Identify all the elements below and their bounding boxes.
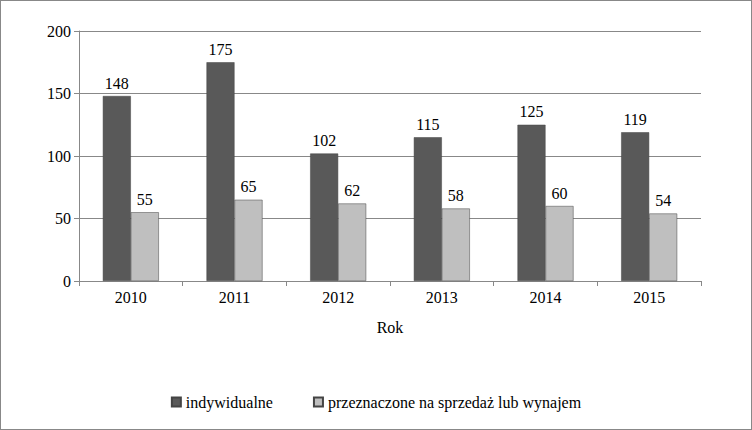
svg-text:przeznaczone na sprzedaż lub w: przeznaczone na sprzedaż lub wynajem (328, 394, 582, 412)
svg-text:175: 175 (209, 41, 233, 58)
svg-text:119: 119 (623, 111, 646, 128)
svg-text:2012: 2012 (322, 289, 354, 306)
svg-text:200: 200 (47, 23, 71, 40)
svg-text:0: 0 (63, 273, 71, 290)
svg-text:60: 60 (552, 185, 568, 202)
svg-text:50: 50 (55, 210, 71, 227)
svg-text:2015: 2015 (633, 289, 665, 306)
svg-text:58: 58 (448, 187, 464, 204)
svg-text:2013: 2013 (426, 289, 458, 306)
svg-text:Rok: Rok (377, 319, 404, 336)
svg-text:62: 62 (344, 182, 360, 199)
svg-text:148: 148 (105, 75, 129, 92)
svg-text:115: 115 (416, 116, 439, 133)
svg-text:150: 150 (47, 85, 71, 102)
svg-text:55: 55 (137, 191, 153, 208)
svg-text:100: 100 (47, 148, 71, 165)
svg-text:125: 125 (520, 103, 544, 120)
svg-text:2010: 2010 (115, 289, 147, 306)
svg-text:102: 102 (312, 132, 336, 149)
svg-text:2014: 2014 (530, 289, 562, 306)
svg-text:2011: 2011 (219, 289, 250, 306)
svg-text:54: 54 (655, 192, 671, 209)
svg-text:65: 65 (241, 178, 257, 195)
svg-text:indywidualne: indywidualne (186, 394, 273, 412)
